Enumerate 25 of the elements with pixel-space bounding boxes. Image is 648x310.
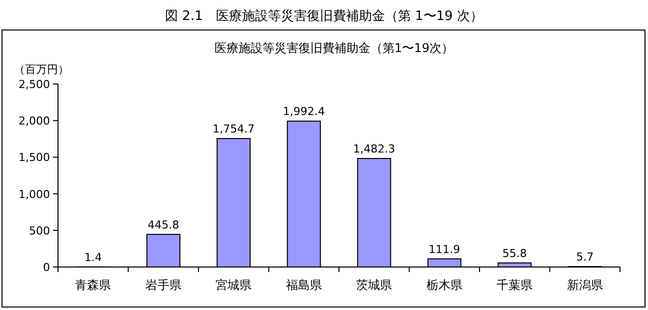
x-tick-label: 新潟県: [566, 278, 603, 292]
x-tick-label: 岩手県: [145, 278, 182, 292]
x-tick-label: 福島県: [286, 278, 322, 292]
y-tick-label: 2,000: [18, 114, 50, 128]
y-tick-label: 1,000: [18, 188, 50, 201]
y-tick-label: 1,500: [18, 151, 50, 164]
data-label: 1,754.7: [212, 122, 255, 136]
chart-subtitle: 医療施設等災害復旧費補助金（第1〜19次）: [214, 41, 454, 55]
data-label: 1,992.4: [282, 105, 325, 118]
data-label: 5.7: [576, 250, 594, 264]
data-label: 111.9: [428, 242, 460, 256]
y-axis-title: （百万円）: [14, 63, 69, 76]
y-tick-label: 500: [29, 224, 50, 238]
x-tick-label: 宮城県: [216, 278, 252, 292]
data-label: 1.4: [84, 250, 102, 264]
y-tick-label: 0: [43, 261, 50, 274]
y-tick-label: 2,500: [18, 78, 50, 91]
data-label: 55.8: [502, 246, 527, 260]
x-tick-label: 茨城県: [356, 278, 392, 292]
x-tick-label: 栃木県: [426, 278, 462, 292]
data-label: 1,482.3: [353, 142, 396, 156]
x-tick-label: 青森県: [75, 278, 112, 292]
chart-title: 図 2.1 医療施設等災害復旧費補助金（第 1〜19 次）: [165, 8, 483, 24]
data-label: 445.8: [148, 218, 180, 232]
x-tick-label: 千葉県: [496, 278, 533, 292]
